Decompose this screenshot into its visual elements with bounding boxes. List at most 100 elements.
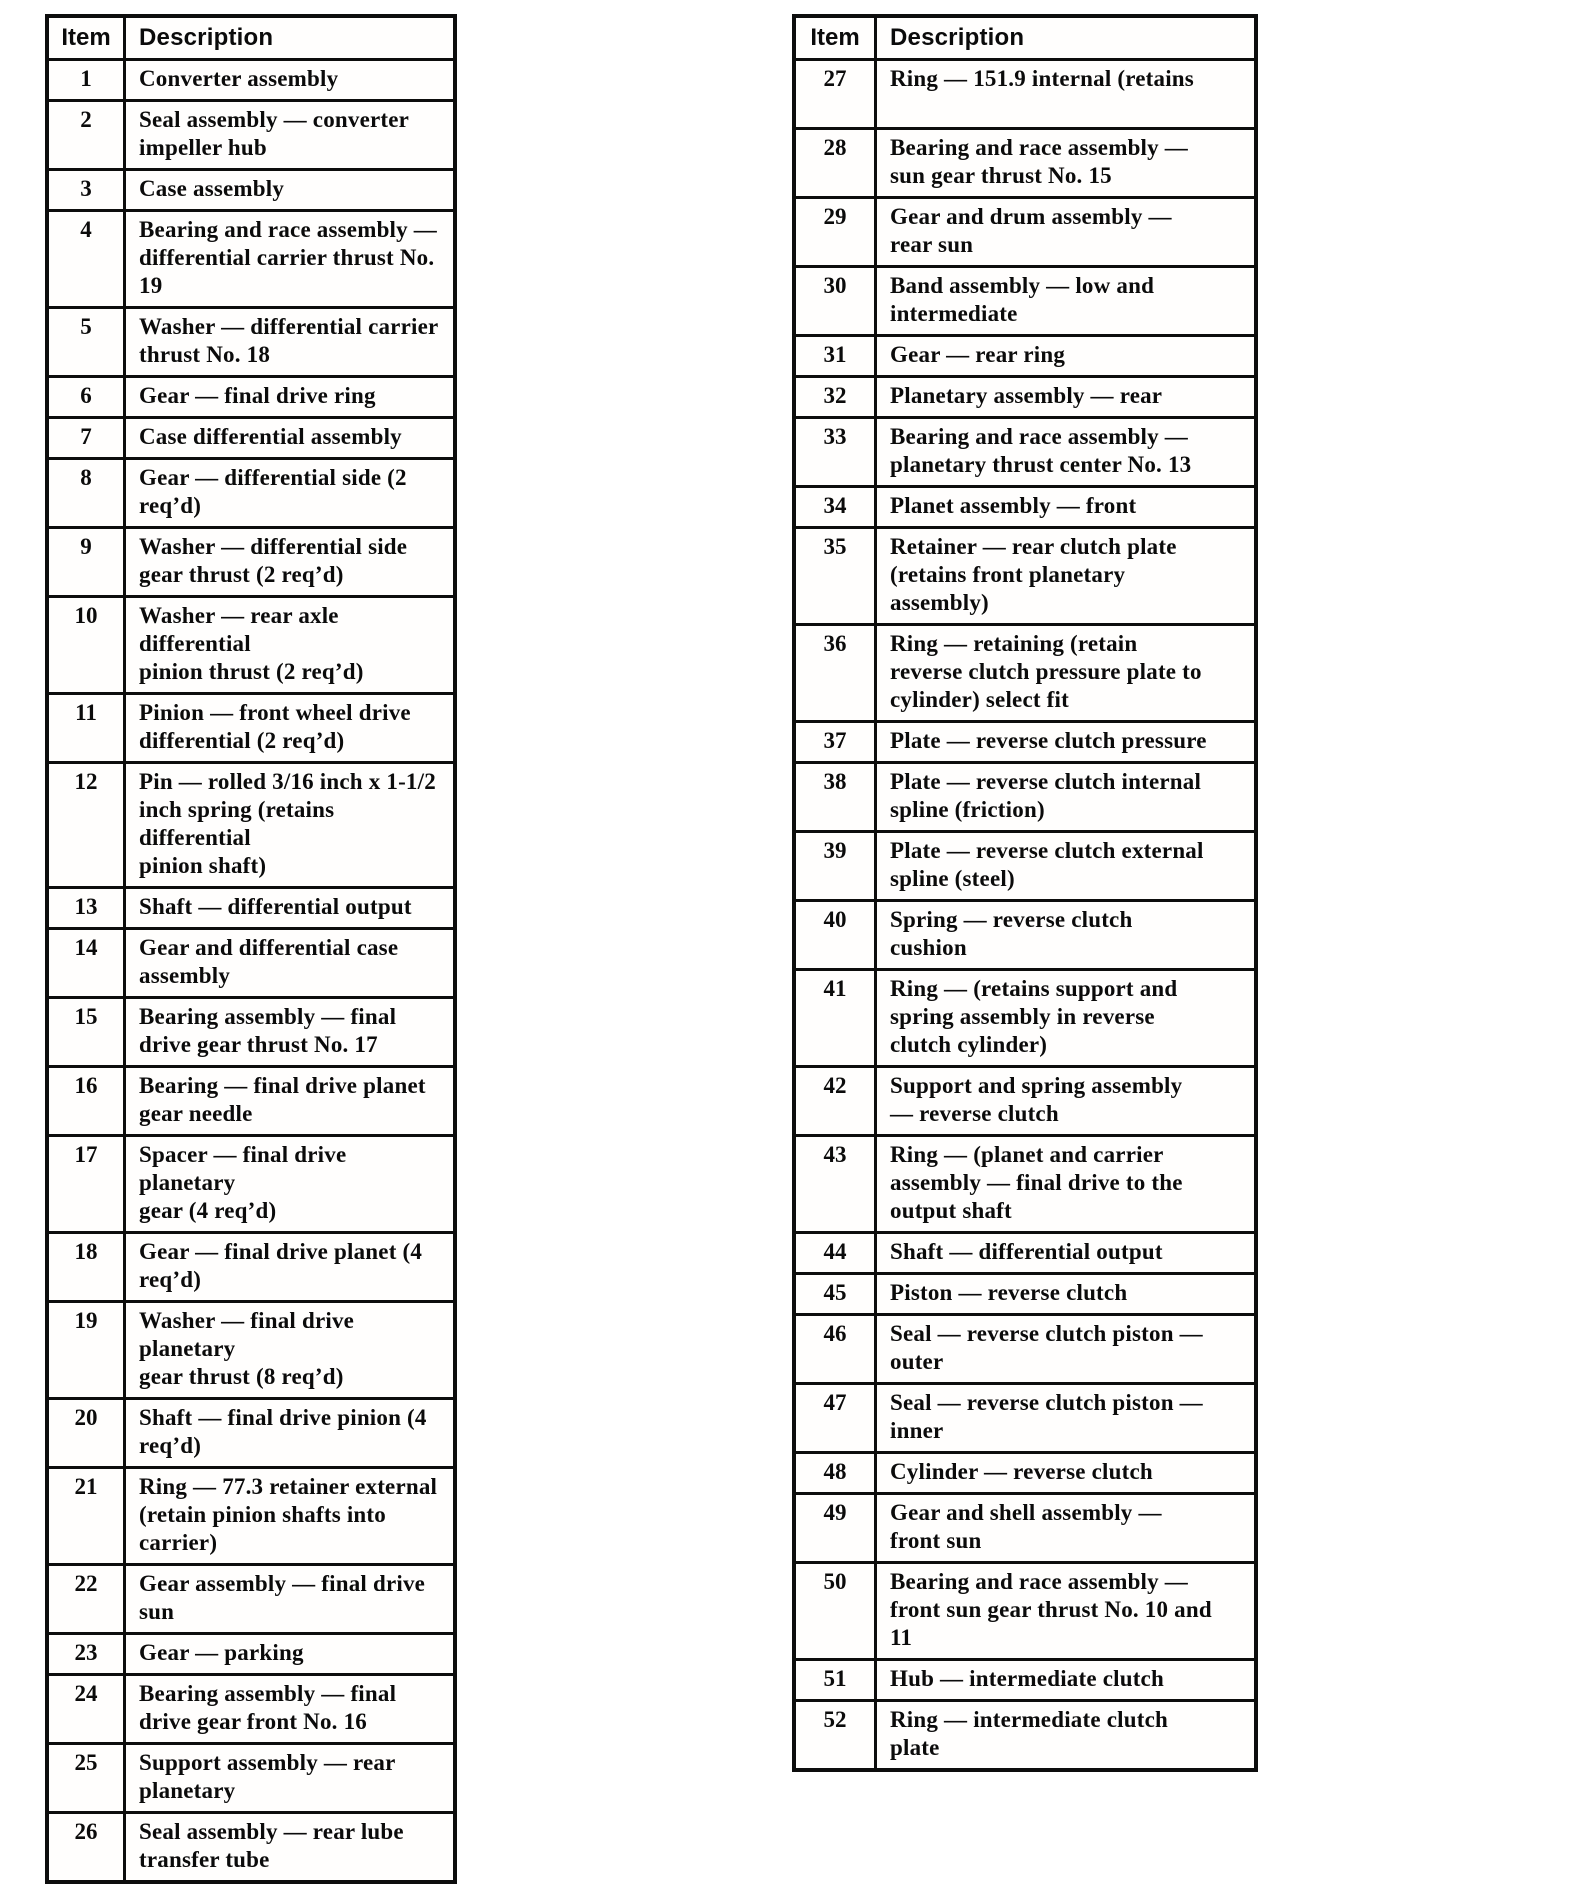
description-cell: Ring — 151.9 internal (retains: [890, 66, 1194, 91]
item-number-cell: 36: [796, 626, 877, 720]
item-number-cell: 30: [796, 268, 877, 334]
table-row: 5 Washer — differential carrier thrust No…: [49, 306, 453, 375]
item-number-cell: 48: [796, 1454, 877, 1492]
item-number-cell: 11: [49, 695, 126, 761]
table-row: 25 Support assembly — rear planetary: [49, 1742, 453, 1811]
table-row: 28 Bearing and race assembly — sun gear t…: [796, 127, 1254, 196]
table-row: 52 Ring — intermediate clutch plate: [796, 1699, 1254, 1768]
item-number-cell: 32: [796, 378, 877, 416]
description-cell: Hub — intermediate clutch: [890, 1666, 1164, 1691]
item-number-cell: 46: [796, 1316, 877, 1382]
table-header-row: Item Description: [49, 18, 453, 58]
item-number-cell: 50: [796, 1564, 877, 1658]
description-cell: Bearing — final drive planet gear needle: [139, 1073, 426, 1126]
description-cell: Case differential assembly: [139, 424, 402, 449]
item-number-cell: 51: [796, 1661, 877, 1699]
description-cell: Pin — rolled 3/16 inch x 1-1/2 inch spri…: [139, 769, 436, 878]
table-row: 6 Gear — final drive ring: [49, 375, 453, 416]
table-row: 45 Piston — reverse clutch: [796, 1272, 1254, 1313]
item-number-cell: 25: [49, 1745, 126, 1811]
item-number-cell: 17: [49, 1137, 126, 1231]
item-number-cell: 1: [49, 61, 126, 99]
item-number-cell: 29: [796, 199, 877, 265]
description-cell: Washer — differential side gear thrust (…: [139, 534, 408, 587]
item-number-cell: 40: [796, 902, 877, 968]
item-number-cell: 18: [49, 1234, 126, 1300]
item-number-cell: 38: [796, 764, 877, 830]
description-cell: Ring — intermediate clutch plate: [890, 1707, 1168, 1760]
table-row: 26 Seal assembly — rear lube transfer tub…: [49, 1811, 453, 1880]
description-cell: Gear — final drive ring: [139, 383, 376, 408]
description-cell: Shaft — differential output: [139, 894, 412, 919]
table-row: 9 Washer — differential side gear thrust …: [49, 526, 453, 595]
table-row: 50 Bearing and race assembly — front sun …: [796, 1561, 1254, 1658]
description-cell: Plate — reverse clutch internal spline (…: [890, 769, 1202, 822]
table-row: 51 Hub — intermediate clutch: [796, 1658, 1254, 1699]
item-number-cell: 21: [49, 1469, 126, 1563]
table-row: 30 Band assembly — low and intermediate: [796, 265, 1254, 334]
table-row: 20 Shaft — final drive pinion (4 req’d): [49, 1397, 453, 1466]
table-row: 1 Converter assembly: [49, 58, 453, 99]
description-cell: Gear — differential side (2 req’d): [139, 465, 407, 518]
description-cell: Gear assembly — final drive sun: [139, 1571, 426, 1624]
item-number-cell: 28: [796, 130, 877, 196]
description-cell: Seal — reverse clutch piston — inner: [890, 1390, 1203, 1443]
item-number-cell: 45: [796, 1275, 877, 1313]
item-number-cell: 49: [796, 1495, 877, 1561]
table-row: 35 Retainer — rear clutch plate (retains …: [796, 526, 1254, 623]
description-cell: Cylinder — reverse clutch: [890, 1459, 1153, 1484]
description-cell: Bearing and race assembly — differential…: [139, 217, 437, 298]
table-row: 23 Gear — parking: [49, 1632, 453, 1673]
description-cell: Piston — reverse clutch: [890, 1280, 1128, 1305]
table-row: 31 Gear — rear ring: [796, 334, 1254, 375]
item-number-cell: 20: [49, 1400, 126, 1466]
table-row: 47 Seal — reverse clutch piston — inner: [796, 1382, 1254, 1451]
table-row: 33 Bearing and race assembly — planetary …: [796, 416, 1254, 485]
description-cell: Ring — (planet and carrier assembly — fi…: [890, 1142, 1183, 1223]
item-number-cell: 47: [796, 1385, 877, 1451]
table-row: 48 Cylinder — reverse clutch: [796, 1451, 1254, 1492]
description-cell: Gear — final drive planet (4 req’d): [139, 1239, 423, 1292]
description-cell: Gear and shell assembly — front sun: [890, 1500, 1162, 1553]
description-cell: Support and spring assembly — reverse cl…: [890, 1073, 1183, 1126]
table-row: 8 Gear — differential side (2 req’d): [49, 457, 453, 526]
item-number-cell: 4: [49, 212, 126, 306]
table-row: 49 Gear and shell assembly — front sun: [796, 1492, 1254, 1561]
table-row: 32 Planetary assembly — rear: [796, 375, 1254, 416]
table-row: 46 Seal — reverse clutch piston — outer: [796, 1313, 1254, 1382]
description-cell: Seal assembly — rear lube transfer tube: [139, 1819, 404, 1872]
table-row: 42 Support and spring assembly — reverse …: [796, 1065, 1254, 1134]
item-number-cell: 12: [49, 764, 126, 886]
description-cell: Seal assembly — converter impeller hub: [139, 107, 410, 160]
item-number-cell: 7: [49, 419, 126, 457]
item-number-cell: 31: [796, 337, 877, 375]
item-number-cell: 8: [49, 460, 126, 526]
table-row: 19 Washer — final drive planetary gear th…: [49, 1300, 453, 1397]
item-number-cell: 19: [49, 1303, 126, 1397]
table-row: 4 Bearing and race assembly — differentia…: [49, 209, 453, 306]
description-cell: Gear — parking: [139, 1640, 304, 1665]
description-cell: Ring — retaining (retain reverse clutch …: [890, 631, 1202, 712]
item-number-cell: 37: [796, 723, 877, 761]
table-row: 17 Spacer — final drive planetary gear (4…: [49, 1134, 453, 1231]
item-number-cell: 52: [796, 1702, 877, 1768]
item-number-cell: 33: [796, 419, 877, 485]
description-cell: Shaft — final drive pinion (4 req’d): [139, 1405, 427, 1458]
description-cell: Converter assembly: [139, 66, 339, 91]
table-row: 14 Gear and differential case assembly: [49, 927, 453, 996]
item-number-cell: 24: [49, 1676, 126, 1742]
description-cell: Washer — final drive planetary gear thru…: [139, 1308, 355, 1389]
item-number-cell: 6: [49, 378, 126, 416]
item-number-cell: 9: [49, 529, 126, 595]
item-number-cell: 15: [49, 999, 126, 1065]
table-row: 22 Gear assembly — final drive sun: [49, 1563, 453, 1632]
description-cell: Bearing assembly — final drive gear fron…: [139, 1681, 397, 1734]
description-cell: Ring — (retains support and spring assem…: [890, 976, 1178, 1057]
description-cell: Gear — rear ring: [890, 342, 1066, 367]
scanned-parts-list-page: { "page": { "background_color": "#ffffff…: [45, 14, 1258, 1884]
table-row: 10 Washer — rear axle differential pinion…: [49, 595, 453, 692]
description-cell: Band assembly — low and intermediate: [890, 273, 1155, 326]
description-cell: Seal — reverse clutch piston — outer: [890, 1321, 1203, 1374]
item-number-cell: 26: [49, 1814, 126, 1880]
description-cell: Bearing assembly — final drive gear thru…: [139, 1004, 397, 1057]
